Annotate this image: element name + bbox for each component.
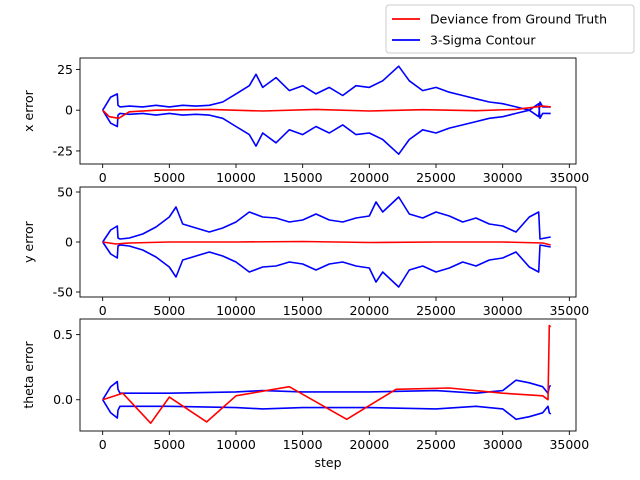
x-tick-label: 15000 <box>283 303 323 318</box>
series-line-deviance-from-ground-truth <box>102 105 551 120</box>
y-tick-label: 50 <box>57 185 73 200</box>
series-line-3-sigma-contour-lower <box>102 241 551 288</box>
series-line-3-sigma-contour <box>102 65 551 118</box>
x-tick-label: 10000 <box>216 437 256 452</box>
x-tick-label: 5000 <box>153 437 185 452</box>
series-group <box>102 196 551 288</box>
x-tick-label: 15000 <box>283 170 323 185</box>
series-line-deviance-from-ground-truth <box>102 240 551 246</box>
x-tick-label: 10000 <box>216 303 256 318</box>
x-tick-label: 0 <box>99 437 107 452</box>
subplot-y-error: 0 5000 10000 15000 20000 25000 30000 35000 -50 0 5… <box>21 185 589 319</box>
axes-frame <box>79 318 577 432</box>
x-tick-label: 20000 <box>349 303 389 318</box>
x-tick-label: 30000 <box>483 303 523 318</box>
y-tick-label: 0 <box>65 235 73 250</box>
x-axis-label: step <box>314 455 341 470</box>
y-tick-label: -25 <box>53 143 73 158</box>
x-tick-label: 35000 <box>549 437 589 452</box>
series-line-3-sigma-contour-lower <box>102 102 551 155</box>
y-axis-label: theta error <box>21 340 36 408</box>
x-tick-label: 20000 <box>349 170 389 185</box>
x-tick-label: 35000 <box>549 170 589 185</box>
y-tick-label: -50 <box>53 285 73 300</box>
subplot-x-error: 0 5000 10000 15000 20000 25000 30000 35000 -25 0 2… <box>21 57 589 185</box>
series-line-deviance-from-ground-truth <box>102 324 552 425</box>
legend-label-deviance: Deviance from Ground Truth <box>430 12 607 27</box>
y-tick-label: 0 <box>65 103 73 118</box>
series-line-3-sigma-contour <box>102 379 552 401</box>
series-group <box>102 65 551 155</box>
legend-frame <box>385 4 635 54</box>
x-tick-label: 0 <box>99 170 107 185</box>
x-tick-label: 25000 <box>416 437 456 452</box>
x-tick-label: 30000 <box>483 170 523 185</box>
x-tick-label: 20000 <box>349 437 389 452</box>
x-tick-label: 25000 <box>416 170 456 185</box>
y-tick-label: 0.0 <box>53 392 73 407</box>
y-axis-label: x error <box>21 89 36 131</box>
x-tick-label: 5000 <box>153 303 185 318</box>
series-line-3-sigma-contour-lower <box>102 399 552 421</box>
series-group <box>102 324 552 425</box>
subplot-theta-error: 0 5000 10000 15000 20000 25000 30000 35000 0.0 0.… <box>21 318 589 470</box>
subplots: 0 5000 10000 15000 20000 25000 30000 35000-2502… <box>21 57 589 470</box>
series-line-3-sigma-contour <box>102 196 551 243</box>
x-tick-label: 10000 <box>216 170 256 185</box>
y-axis-label: y error <box>21 220 36 262</box>
x-tick-label: 35000 <box>549 303 589 318</box>
x-tick-label: 5000 <box>153 170 185 185</box>
legend-label-sigma: 3-Sigma Contour <box>430 33 536 48</box>
x-tick-label: 30000 <box>483 437 523 452</box>
x-tick-label: 25000 <box>416 303 456 318</box>
x-tick-label: 0 <box>99 303 107 318</box>
y-tick-label: 25 <box>57 62 73 77</box>
x-tick-label: 15000 <box>283 437 323 452</box>
y-tick-label: 0.5 <box>53 327 73 342</box>
axes-frame <box>79 57 577 165</box>
legend: Deviance from Ground Truth 3-Sigma Conto… <box>385 4 635 54</box>
